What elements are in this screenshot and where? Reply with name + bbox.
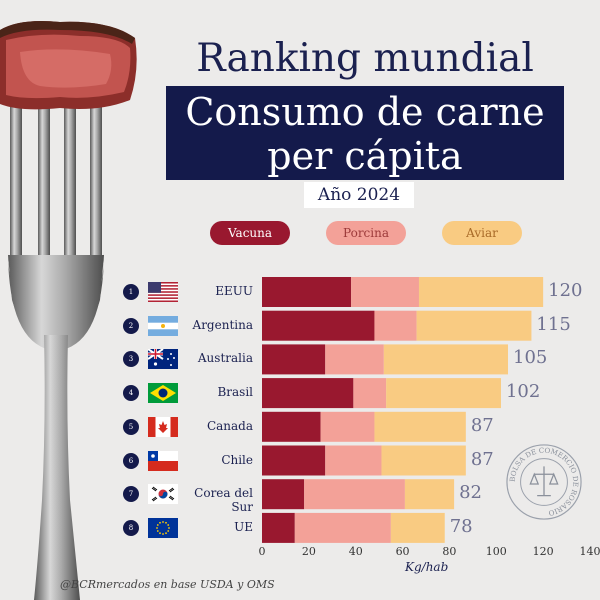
country-label: Chile — [221, 452, 253, 467]
fork-with-steak-illustration — [0, 21, 137, 600]
x-tick-label: 60 — [395, 545, 410, 558]
bar-segment-porcina — [374, 310, 417, 341]
x-axis-title: Kg/hab — [405, 560, 449, 574]
rank-badge: 1 — [123, 284, 139, 300]
title-main-line2: per cápita — [267, 134, 463, 178]
bar-segment-vacuna — [262, 479, 305, 510]
bar-segment-porcina — [353, 378, 387, 409]
flag-chile-icon — [148, 450, 178, 471]
country-label: Canada — [206, 418, 253, 433]
legend-porcina: Porcina — [326, 221, 406, 245]
bar-segment-aviar — [383, 344, 508, 375]
x-tick-label: 40 — [348, 545, 363, 558]
total-label: 82 — [459, 482, 483, 504]
bar-segment-aviar — [418, 277, 544, 307]
flag-usa-icon — [148, 282, 178, 302]
bar-segment-porcina — [325, 445, 382, 476]
country-label: UE — [234, 519, 253, 534]
x-tick-label: 80 — [442, 545, 457, 558]
bar-segment-aviar — [404, 479, 455, 510]
rank-badge: 2 — [123, 317, 139, 334]
bar-segment-vacuna — [262, 512, 295, 543]
total-label: 102 — [505, 381, 541, 403]
bar-segment-aviar — [386, 378, 501, 409]
x-tick-label: 120 — [532, 545, 554, 558]
bar-segment-porcina — [325, 344, 384, 375]
flag-south-korea-icon — [148, 484, 178, 505]
flag-australia-icon — [148, 349, 178, 370]
bar-segment-aviar — [416, 310, 532, 341]
total-label: 78 — [449, 515, 473, 537]
flag-eu-icon — [148, 517, 178, 538]
bar-segment-aviar — [390, 512, 445, 543]
bar-segment-vacuna — [262, 277, 352, 307]
bolsa-rosario-seal: BOLSA DE COMERCIO DE ROSARIO — [506, 444, 582, 520]
country-label: Argentina — [192, 317, 253, 332]
country-label: Brasil — [217, 385, 253, 400]
x-tick-label: 140 — [579, 545, 600, 558]
total-label: 87 — [470, 414, 494, 436]
country-label: Corea del Sur — [194, 486, 253, 515]
country-label: EEUU — [215, 284, 253, 298]
legend-aviar: Aviar — [442, 221, 522, 245]
total-label: 120 — [548, 280, 583, 301]
x-tick-label: 0 — [258, 545, 266, 558]
x-tick-label: 100 — [485, 545, 507, 558]
total-label: 115 — [536, 313, 571, 335]
total-label: 105 — [513, 347, 548, 369]
rank-badge: 4 — [123, 385, 139, 402]
bar-segment-porcina — [294, 512, 391, 543]
rank-badge: 3 — [123, 351, 139, 368]
flag-brazil-icon — [148, 383, 178, 404]
bar-segment-porcina — [320, 411, 375, 442]
rank-badge: 6 — [123, 452, 139, 469]
bar-segment-aviar — [381, 445, 466, 476]
bar-segment-vacuna — [262, 344, 326, 375]
bar-segment-porcina — [351, 277, 419, 307]
total-label: 87 — [470, 448, 494, 470]
bar-segment-aviar — [374, 411, 466, 442]
rank-badge: 8 — [123, 519, 139, 536]
flag-canada-icon — [148, 416, 178, 437]
bar-segment-porcina — [304, 479, 405, 510]
rank-badge: 7 — [123, 486, 139, 503]
source-note: @BCRmercados en base USDA y OMS — [60, 578, 275, 591]
title-main-line1: Consumo de carne — [185, 90, 545, 134]
bar-segment-vacuna — [262, 411, 321, 442]
title-ranking: Ranking mundial — [196, 36, 534, 81]
x-tick-label: 20 — [301, 545, 316, 558]
bar-segment-vacuna — [262, 310, 375, 341]
rank-badge: 5 — [123, 418, 139, 435]
flag-argentina-icon — [148, 315, 178, 336]
bar-segment-vacuna — [262, 378, 354, 409]
country-label: Australia — [197, 351, 253, 366]
bar-segment-vacuna — [262, 445, 326, 476]
title-banner — [166, 86, 564, 180]
year-badge: Año 2024 — [304, 182, 414, 208]
legend-vacuna: Vacuna — [210, 221, 290, 245]
